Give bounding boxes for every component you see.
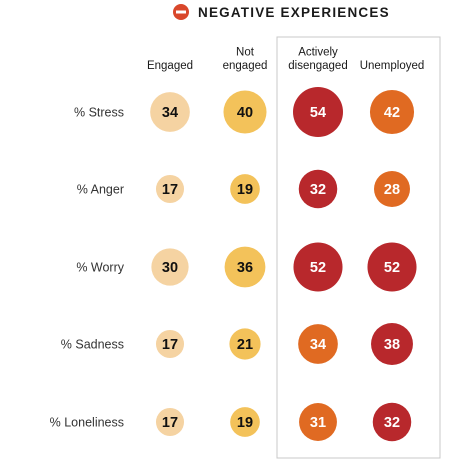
bubble-value: 30 [162, 260, 178, 276]
bubble [224, 246, 266, 288]
bubble-value: 17 [162, 182, 178, 198]
bubble [293, 87, 343, 137]
bubble [155, 407, 185, 437]
column-header: disengaged [288, 60, 347, 72]
row-label: % Anger [77, 183, 124, 197]
bubble [229, 328, 261, 360]
bubble-value: 38 [384, 337, 400, 353]
highlight-frame [276, 36, 441, 459]
bubble [374, 171, 410, 207]
bubble-value: 17 [162, 337, 178, 353]
bubble-value: 28 [384, 182, 400, 198]
bubble [155, 329, 185, 359]
row-label: % Stress [74, 106, 124, 120]
bubble-value: 36 [237, 260, 253, 276]
bubble [223, 90, 267, 134]
chart-title: NEGATIVE EXPERIENCES [173, 4, 390, 20]
bubble [371, 323, 413, 365]
column-header: Actively [298, 47, 338, 59]
bubble [298, 169, 338, 209]
bubble [372, 402, 412, 442]
bubble [150, 92, 190, 132]
bubble-value: 31 [310, 415, 326, 431]
bubble-value: 34 [310, 337, 326, 353]
bubble [293, 242, 343, 292]
bubble-value: 42 [384, 105, 400, 121]
column-header: Engaged [147, 60, 193, 72]
row-label: % Worry [76, 261, 124, 275]
bubble-value: 19 [237, 182, 253, 198]
bubble-value: 21 [237, 337, 253, 353]
bubble-value: 54 [310, 105, 326, 121]
row-label: % Sadness [61, 338, 124, 352]
row-label: % Loneliness [50, 416, 124, 430]
bubbles: 34 40 54 42 17 19 32 28 30 36 52 52 17 21 34 38 17 19 31 32 [150, 87, 417, 442]
bubble-value: 32 [384, 415, 400, 431]
chart-title-text: NEGATIVE EXPERIENCES [198, 5, 390, 20]
bubble [155, 174, 185, 204]
bubble-value: 19 [237, 415, 253, 431]
bubble [367, 242, 417, 292]
row-labels: % Stress % Anger % Worry % Sadness % Lonelin… [50, 106, 125, 430]
bubble [230, 407, 260, 437]
minus-bar [176, 10, 186, 14]
bubble-value: 17 [162, 415, 178, 431]
bubble [299, 403, 337, 441]
column-header: Not [236, 47, 255, 59]
column-header: Unemployed [360, 60, 425, 72]
bubble [298, 324, 338, 364]
column-header: engaged [223, 60, 268, 72]
bubble-value: 34 [162, 105, 178, 121]
bubble [369, 89, 415, 135]
bubble [230, 174, 260, 204]
bubble [151, 248, 189, 286]
bubble-value: 52 [384, 260, 400, 276]
bubble-value: 32 [310, 182, 326, 198]
bubble-value: 40 [237, 105, 253, 121]
bubble-value: 52 [310, 260, 326, 276]
